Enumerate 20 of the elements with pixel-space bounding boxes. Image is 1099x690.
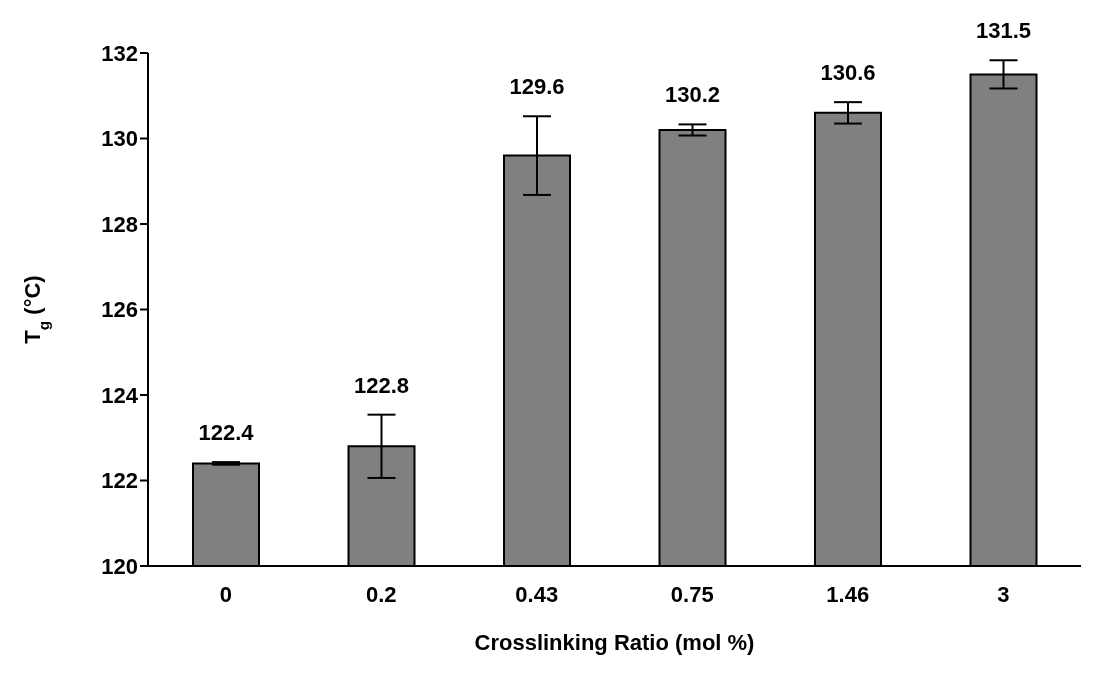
y-tick-label: 128 [101, 211, 138, 237]
x-tick-label: 3 [997, 581, 1010, 607]
data-label: 129.6 [509, 74, 565, 100]
data-label: 122.8 [353, 372, 410, 398]
x-tick-label: 1.46 [826, 581, 870, 607]
y-tick-label: 122 [101, 468, 138, 494]
x-tick-label: 0.43 [515, 581, 559, 607]
y-tick-label: 124 [101, 382, 139, 408]
data-label: 122.4 [198, 420, 255, 446]
y-tick-label: 126 [101, 297, 138, 323]
data-label: 131.5 [975, 18, 1032, 44]
x-tick-label: 0 [219, 581, 232, 607]
data-label: 130.2 [664, 82, 721, 108]
y-tick-label: 132 [101, 40, 138, 66]
y-tick-label: 130 [101, 126, 138, 152]
x-axis-title: Crosslinking Ratio (mol %) [474, 630, 755, 655]
data-label: 130.6 [820, 60, 876, 86]
y-tick-label: 120 [101, 553, 138, 579]
x-tick-label: 0.2 [365, 581, 397, 607]
x-tick-label: 0.75 [670, 581, 714, 607]
